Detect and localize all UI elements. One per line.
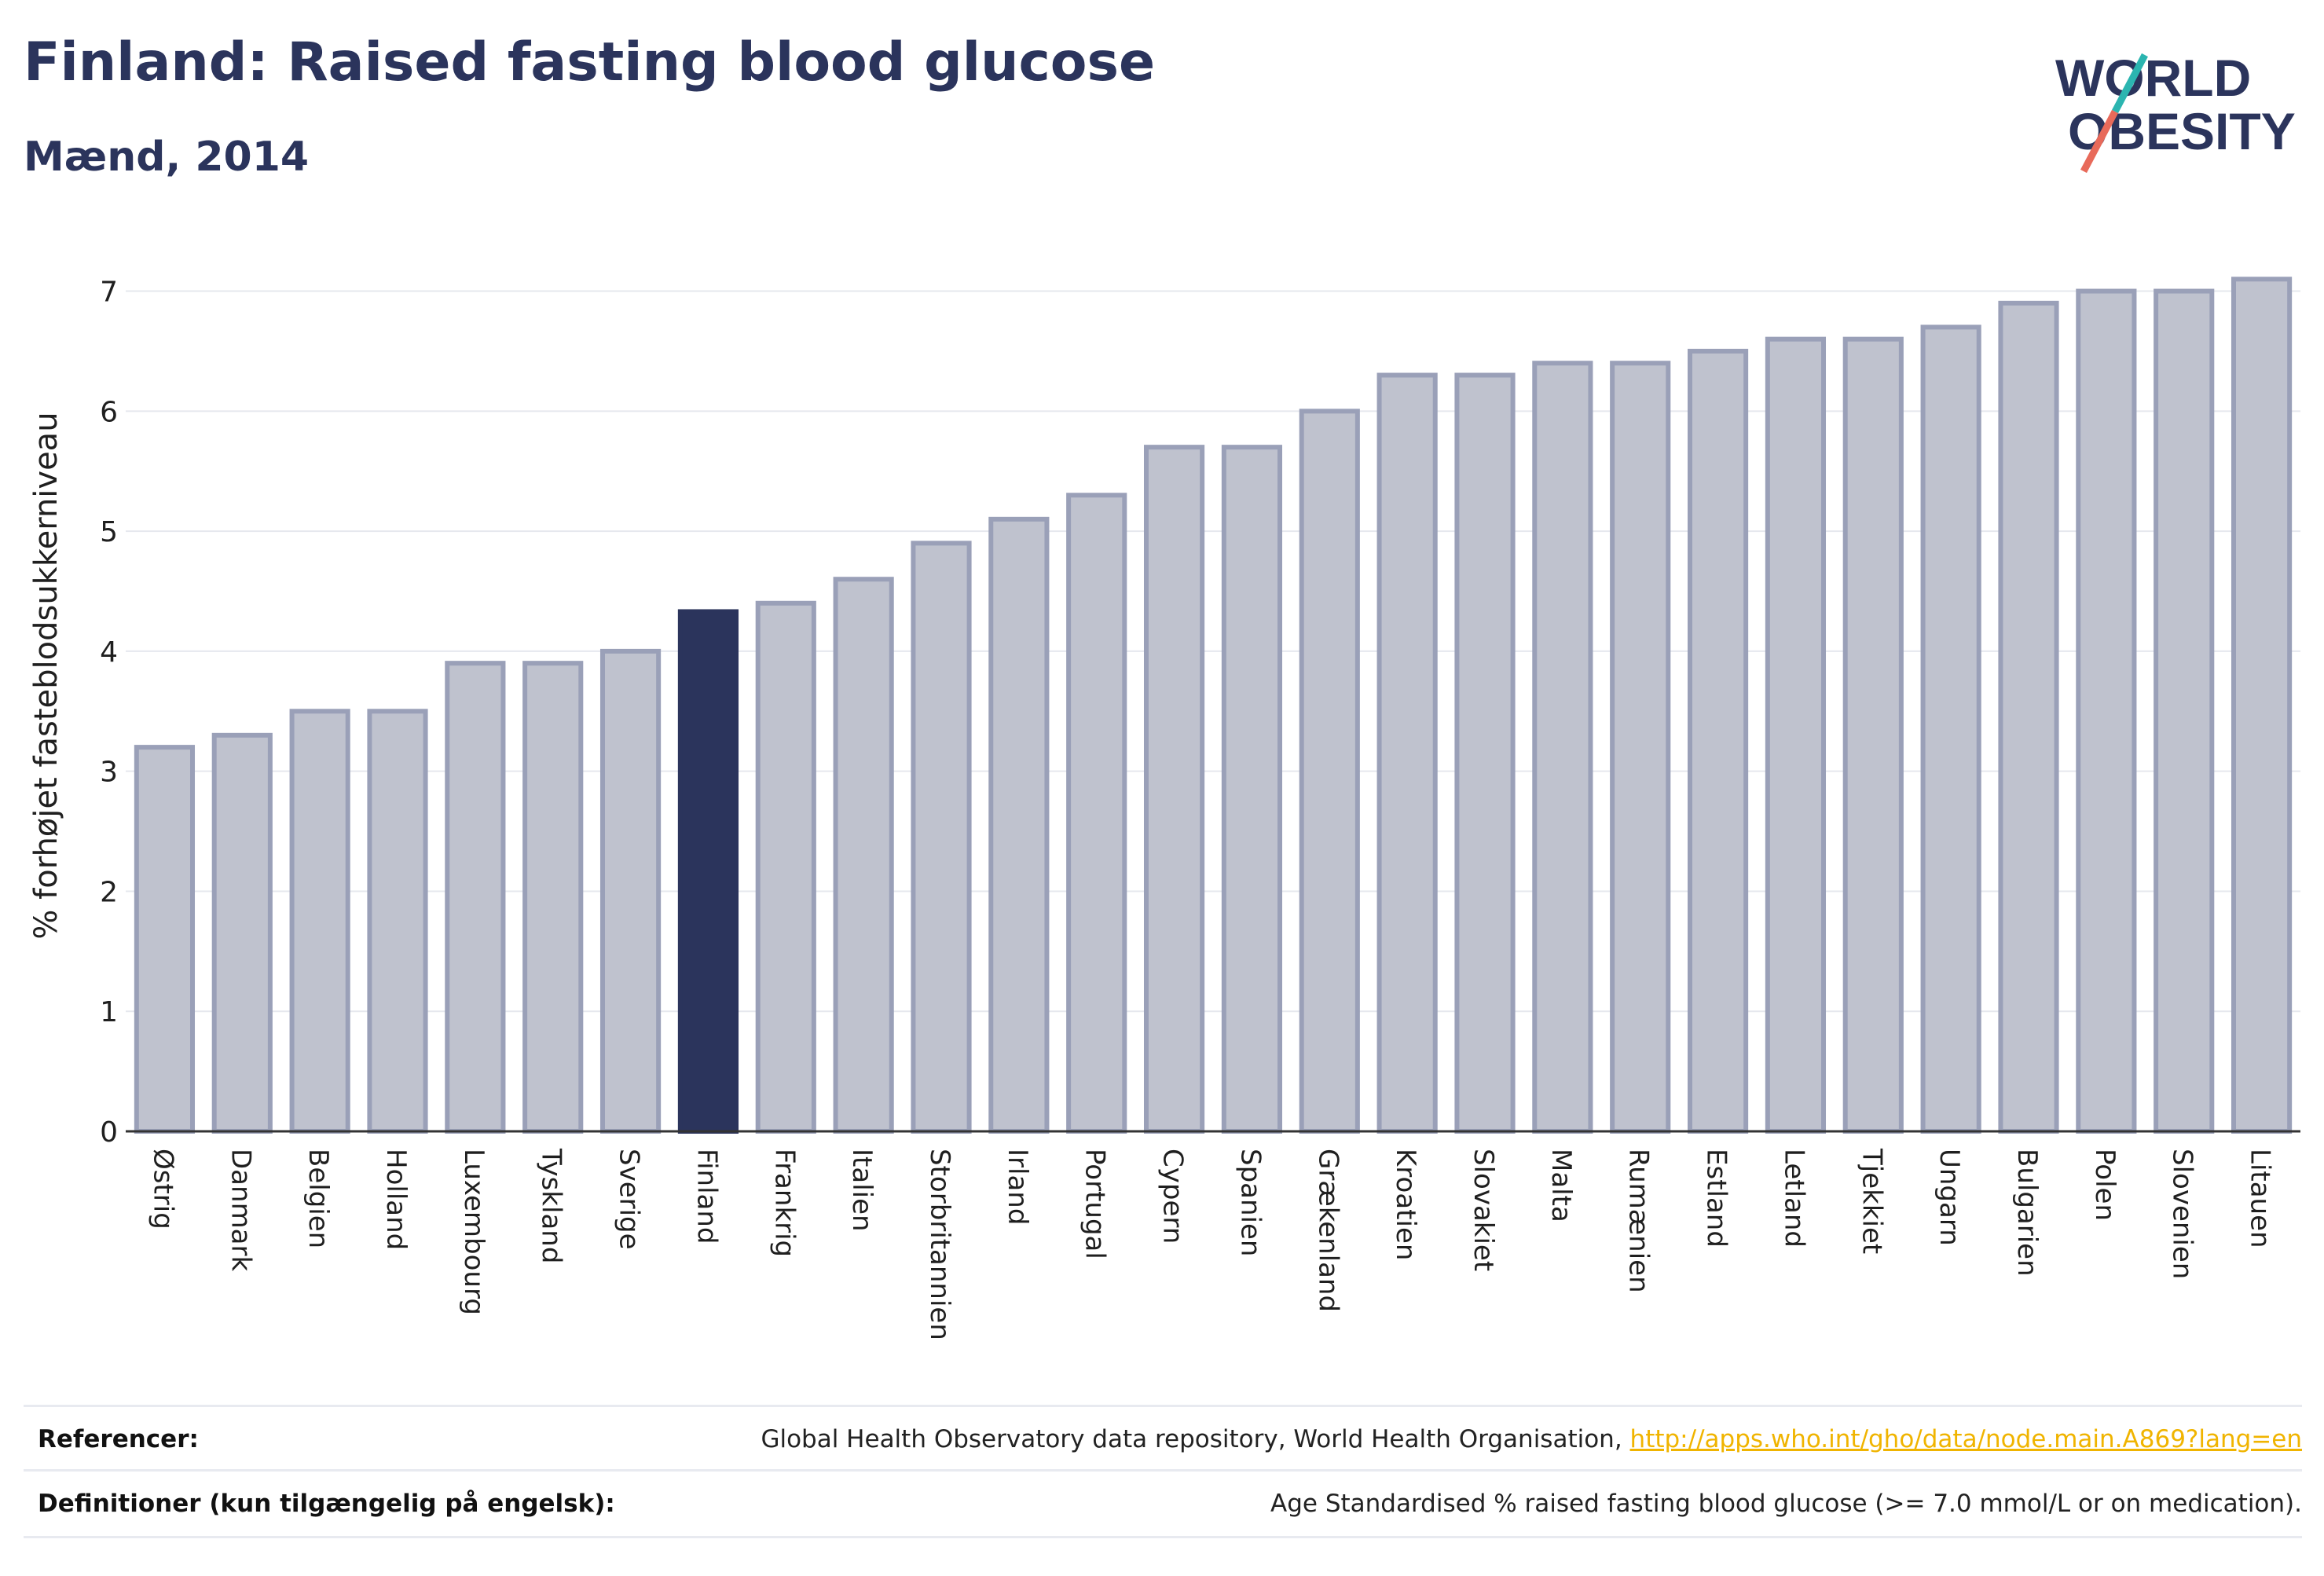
- definitions-label: Definitioner (kun tilgængelig på engelsk…: [38, 1490, 615, 1518]
- bars: [134, 277, 2293, 1134]
- x-tick-label: Sverige: [614, 1149, 645, 1250]
- x-tick-label: Kroatien: [1390, 1149, 1421, 1260]
- logo-slash-coral: [2080, 109, 2118, 173]
- x-axis-ticks: Østrig Danmark Belgien Holland Luxembourg Tys…: [147, 1148, 2275, 1340]
- bar: [1765, 336, 1827, 1134]
- x-tick-label: Storbritannien: [924, 1149, 955, 1340]
- bar: [522, 661, 584, 1134]
- x-tick-label: Belgien: [302, 1149, 334, 1248]
- bar: [211, 732, 273, 1134]
- x-tick-label: Malta: [1545, 1149, 1577, 1222]
- x-tick-label: Cypern: [1157, 1149, 1189, 1244]
- references-row: Referencer: Global Health Observatory da…: [24, 1405, 2302, 1472]
- references-link[interactable]: http://apps.who.int/gho/data/node.main.A…: [1629, 1425, 2302, 1453]
- bar-chart: 0 1 2 3 4 5 6 7 Østrig Danmark Belgien Holland Luxe…: [28, 277, 2300, 1340]
- bar: [2231, 277, 2293, 1134]
- bar: [1376, 372, 1438, 1134]
- x-tick-label: Italien: [846, 1149, 878, 1232]
- y-axis-label: % forhøjet fasteblodsukkerniveau: [28, 412, 64, 939]
- x-tick-label: Østrig: [147, 1149, 178, 1230]
- y-tick-label: 0: [100, 1116, 118, 1149]
- bar: [755, 600, 816, 1134]
- x-tick-label: Tyskland: [536, 1148, 567, 1263]
- y-axis-ticks: 0 1 2 3 4 5 6 7: [100, 277, 118, 1149]
- y-tick-label: 6: [100, 396, 118, 428]
- x-tick-label: Portugal: [1080, 1149, 1111, 1259]
- bar: [1143, 445, 1205, 1134]
- references-text: Global Health Observatory data repositor…: [761, 1425, 1630, 1453]
- world-obesity-logo: WORLD OBESITY: [2055, 49, 2296, 173]
- bar: [1532, 361, 1593, 1134]
- bar: [1066, 493, 1127, 1134]
- bar: [1221, 445, 1283, 1134]
- bar: [833, 577, 894, 1134]
- bar: [445, 661, 506, 1134]
- x-tick-label: Polen: [2089, 1149, 2121, 1221]
- x-tick-label: Bulgarien: [2011, 1149, 2043, 1277]
- bar: [2154, 288, 2215, 1134]
- logo-word-top: WORLD: [2055, 49, 2251, 107]
- y-tick-label: 4: [100, 636, 118, 669]
- y-tick-label: 1: [100, 996, 118, 1028]
- y-tick-label: 3: [100, 757, 118, 789]
- bar: [599, 648, 662, 1134]
- y-tick-label: 7: [100, 277, 118, 309]
- x-tick-label: Luxembourg: [458, 1149, 489, 1315]
- chart-subtitle: Mænd, 2014: [24, 134, 310, 181]
- bar: [367, 709, 428, 1134]
- x-tick-label: Finland: [691, 1149, 722, 1244]
- x-tick-label: Grækenland: [1312, 1149, 1343, 1312]
- bar: [1454, 372, 1516, 1134]
- definitions-row: Definitioner (kun tilgængelig på engelsk…: [24, 1469, 2302, 1538]
- bar: [1610, 361, 1671, 1134]
- bar: [289, 709, 350, 1134]
- x-tick-label: Tjekkiet: [1856, 1148, 1887, 1254]
- x-tick-label: Ungarn: [1934, 1149, 1965, 1246]
- x-tick-label: Frankrig: [768, 1149, 800, 1257]
- bar: [2076, 288, 2137, 1134]
- bar: [988, 516, 1050, 1134]
- bar: [1687, 348, 1749, 1134]
- bar: [134, 745, 196, 1134]
- x-tick-label: Letland: [1778, 1149, 1809, 1248]
- bar: [1842, 336, 1904, 1134]
- x-tick-label: Holland: [380, 1149, 412, 1250]
- x-tick-label: Danmark: [225, 1149, 256, 1271]
- chart-title: Finland: Raised fasting blood glucose: [24, 31, 1156, 93]
- bar: [911, 541, 972, 1134]
- bar: [1299, 409, 1360, 1134]
- definitions-value: Age Standardised % raised fasting blood …: [1270, 1490, 2302, 1518]
- y-tick-label: 2: [100, 876, 118, 908]
- x-tick-label: Slovenien: [2167, 1149, 2198, 1279]
- logo-slash-teal: [2112, 53, 2148, 114]
- bar-highlight: [677, 609, 739, 1134]
- references-value: Global Health Observatory data repositor…: [761, 1425, 2302, 1453]
- x-tick-label: Irland: [1002, 1149, 1033, 1225]
- bar: [1998, 300, 2059, 1134]
- references-label: Referencer:: [38, 1425, 199, 1453]
- bar: [1920, 324, 1981, 1134]
- y-tick-label: 5: [100, 516, 118, 548]
- x-tick-label: Spanien: [1234, 1149, 1266, 1256]
- x-tick-label: Litauen: [2245, 1149, 2276, 1248]
- x-tick-label: Slovakiet: [1468, 1149, 1499, 1271]
- x-tick-label: Rumænien: [1623, 1149, 1655, 1293]
- x-tick-label: Estland: [1701, 1149, 1732, 1248]
